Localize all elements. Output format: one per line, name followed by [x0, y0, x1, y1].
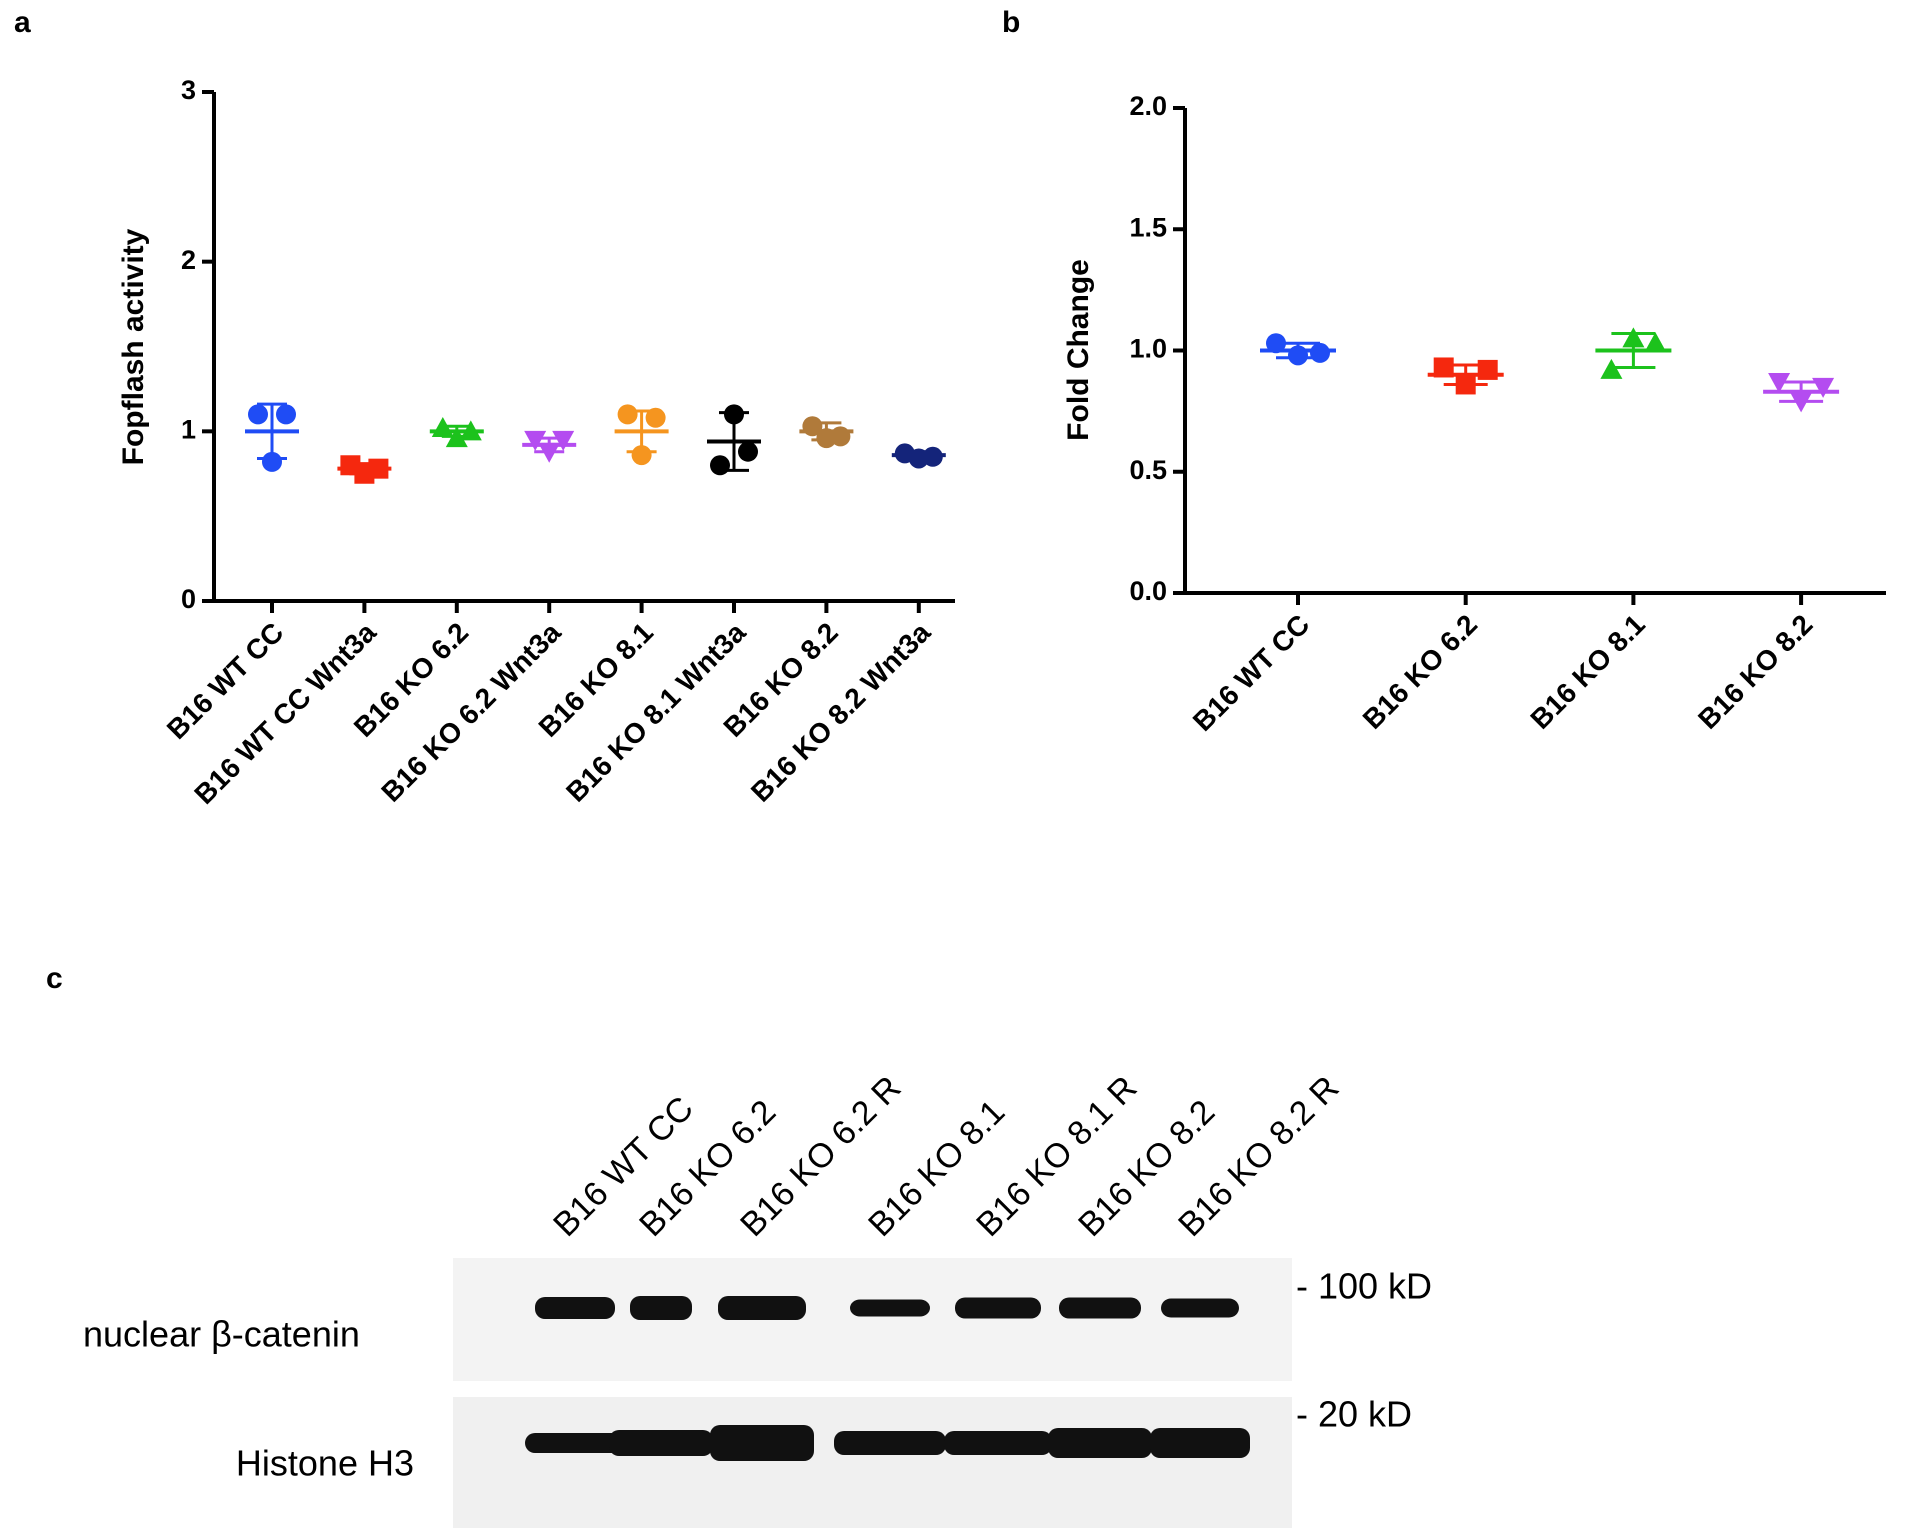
y-tick-label: 2.0: [1129, 91, 1167, 121]
data-point: [524, 430, 547, 451]
x-tick-label: B16 KO 8.1: [1524, 609, 1650, 735]
panel-letter: a: [14, 6, 31, 39]
data-point: [1790, 392, 1813, 413]
data-point: [802, 416, 823, 437]
band: [1161, 1298, 1239, 1318]
gel-upper: [453, 1258, 1292, 1381]
panel-letter: b: [1002, 6, 1020, 39]
band: [718, 1296, 806, 1320]
band: [609, 1430, 713, 1456]
data-point: [431, 416, 454, 437]
y-tick-label: 0: [181, 584, 196, 614]
data-point: [631, 445, 652, 466]
band: [535, 1297, 615, 1319]
data-point: [276, 404, 296, 425]
size-marker: - 20 kD: [1296, 1394, 1412, 1435]
band: [955, 1297, 1041, 1319]
band: [850, 1299, 930, 1317]
y-tick-label: 2: [181, 245, 196, 275]
data-point: [724, 404, 744, 425]
size-marker: - 100 kD: [1296, 1266, 1432, 1307]
y-tick-label: 0.5: [1129, 455, 1167, 485]
data-point: [645, 407, 666, 428]
y-axis-label: Fopflash activity: [117, 228, 150, 465]
y-tick-label: 1.0: [1129, 334, 1167, 364]
data-point: [1622, 327, 1645, 348]
y-tick-label: 0.0: [1129, 576, 1167, 606]
data-point: [1288, 345, 1308, 366]
y-tick-label: 1.5: [1129, 212, 1167, 242]
x-tick-label: B16 KO 8.2: [1692, 609, 1818, 735]
x-tick-label: B16 WT CC: [1187, 609, 1316, 738]
band: [525, 1433, 625, 1453]
data-point: [1644, 332, 1667, 353]
y-tick-label: 1: [181, 414, 196, 444]
data-point: [552, 430, 575, 451]
gel-lower: [453, 1397, 1292, 1528]
band: [630, 1296, 692, 1320]
band: [710, 1425, 814, 1461]
data-point: [1266, 333, 1286, 354]
data-point: [248, 404, 268, 425]
data-point: [368, 458, 389, 479]
x-tick-label: B16 KO 6.2 Wnt3a: [375, 616, 567, 808]
x-tick-label: B16 KO 8.1 Wnt3a: [560, 616, 752, 808]
data-point: [1768, 373, 1791, 394]
data-point: [445, 427, 468, 448]
data-point: [1600, 358, 1623, 379]
band: [1048, 1428, 1152, 1458]
data-point: [1433, 357, 1454, 378]
panel-letter: c: [46, 962, 63, 995]
band: [1150, 1428, 1250, 1458]
x-tick-label: B16 KO 6.2: [1357, 609, 1483, 735]
row-label: nuclear β-catenin: [83, 1314, 360, 1355]
band: [834, 1431, 946, 1455]
y-axis-label: Fold Change: [1062, 259, 1095, 441]
data-point: [538, 442, 561, 463]
data-point: [738, 441, 758, 462]
data-point: [617, 404, 638, 425]
data-point: [830, 426, 851, 447]
band: [1059, 1297, 1141, 1319]
data-point: [1310, 342, 1330, 363]
data-point: [459, 420, 482, 441]
x-tick-label: B16 KO 8.2 Wnt3a: [745, 616, 937, 808]
data-point: [1477, 359, 1498, 380]
data-point: [262, 451, 282, 472]
data-point: [1812, 377, 1835, 398]
x-tick-label: B16 WT CC Wnt3a: [188, 616, 382, 810]
row-label: Histone H3: [236, 1443, 414, 1484]
band: [944, 1431, 1052, 1455]
data-point: [710, 455, 730, 476]
data-point: [1455, 374, 1476, 395]
y-tick-label: 3: [181, 75, 196, 105]
data-point: [922, 446, 943, 467]
